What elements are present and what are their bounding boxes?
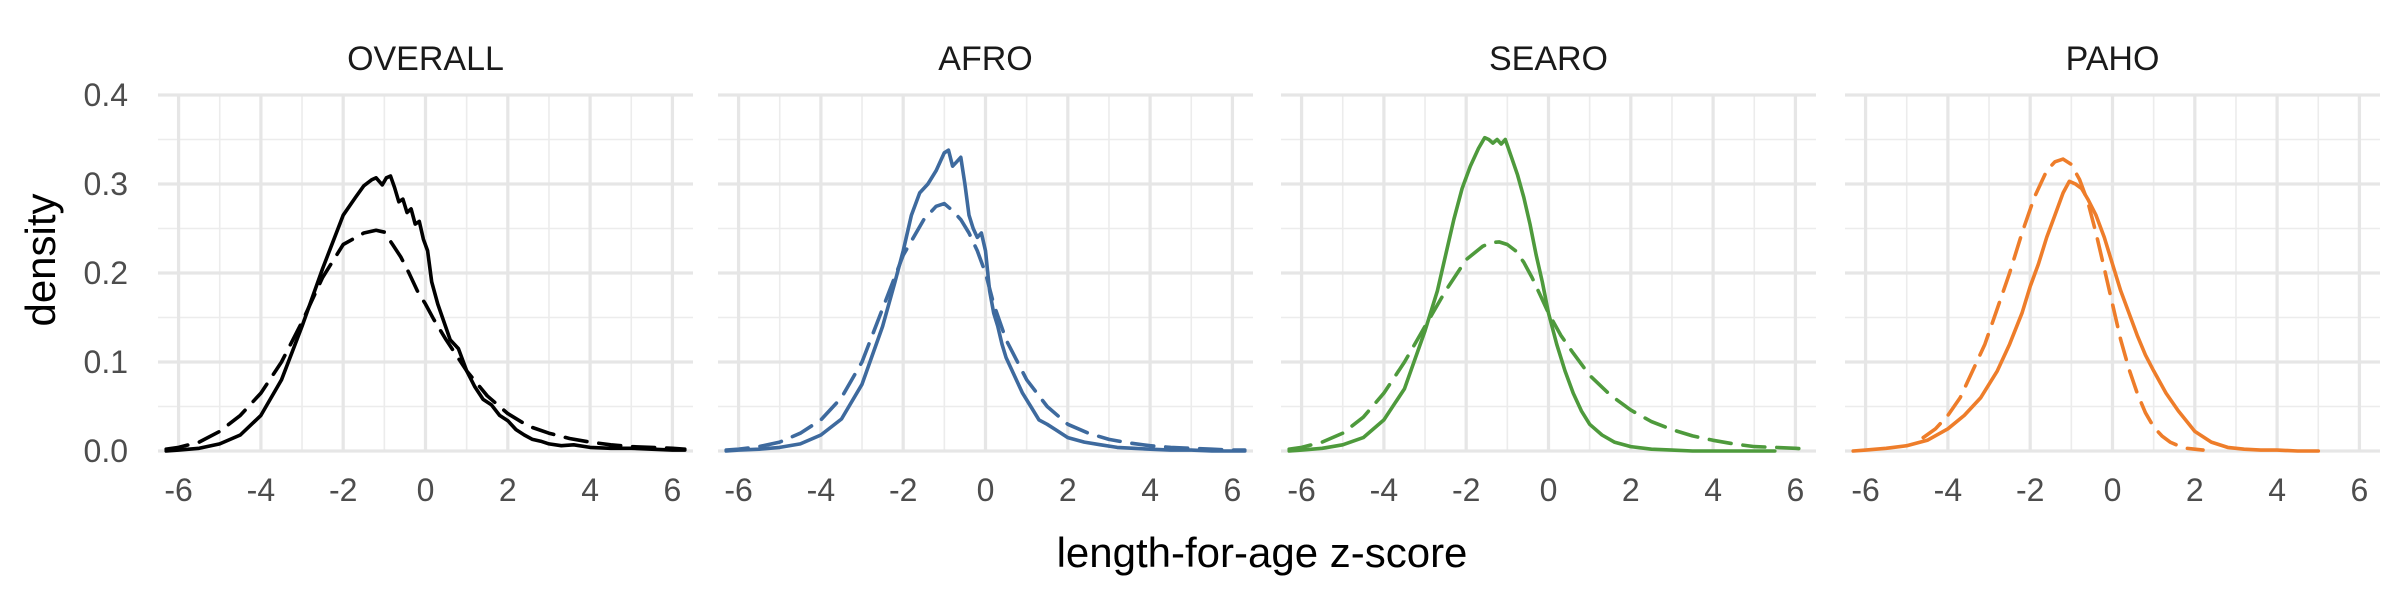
- x-tick-label: 4: [1704, 472, 1722, 508]
- x-tick-label: 2: [1622, 472, 1640, 508]
- panel-paho: PAHO -6 -4 -2 0 2 4 6: [1845, 40, 2380, 508]
- density-line-dashed: [724, 201, 1247, 452]
- density-line-dashed: [1921, 157, 2205, 452]
- x-tick-label: 2: [2186, 472, 2204, 508]
- x-tick-label: -4: [247, 472, 275, 508]
- x-tick-label: 6: [664, 472, 682, 508]
- x-tick-label: -6: [164, 472, 192, 508]
- y-tick-label: 0.3: [84, 166, 128, 202]
- y-tick-label: 0.0: [84, 433, 128, 469]
- x-tick-label: -4: [807, 472, 835, 508]
- x-tick-label: 2: [1059, 472, 1077, 508]
- density-line-solid: [164, 174, 687, 453]
- panel-title: SEARO: [1489, 40, 1608, 78]
- x-tick-label: -4: [1934, 472, 1962, 508]
- y-tick-label: 0.1: [84, 344, 128, 380]
- x-tick-label: 0: [977, 472, 995, 508]
- x-axis-title: length-for-age z-score: [1057, 529, 1468, 576]
- x-tick-label: -4: [1370, 472, 1398, 508]
- density-line-solid: [724, 148, 1247, 453]
- x-tick-label: -6: [1287, 472, 1315, 508]
- x-tick-label: 6: [1787, 472, 1805, 508]
- x-tick-label: 4: [2268, 472, 2286, 508]
- panel-title: OVERALL: [347, 40, 504, 78]
- y-tick-label: 0.2: [84, 255, 128, 291]
- panel-searo: SEARO -6 -4 -2 0 2 4 6: [1281, 40, 1816, 508]
- x-tick-label: 6: [1224, 472, 1242, 508]
- x-tick-label: 2: [499, 472, 517, 508]
- x-tick-label: -2: [329, 472, 357, 508]
- x-tick-label: 0: [2104, 472, 2122, 508]
- x-tick-label: -2: [889, 472, 917, 508]
- density-line-dashed: [164, 228, 687, 451]
- x-tick-label: -2: [1452, 472, 1480, 508]
- panel-title: PAHO: [2066, 40, 2160, 78]
- x-tick-label: 4: [581, 472, 599, 508]
- x-tick-label: 4: [1141, 472, 1159, 508]
- x-tick-label: -2: [2016, 472, 2044, 508]
- x-tick-label: -6: [724, 472, 752, 508]
- y-axis-title: density: [17, 193, 64, 326]
- density-line-solid: [1287, 135, 1777, 453]
- x-tick-label: 0: [417, 472, 435, 508]
- panel-overall: OVERALL -6 -4 -2 0 2 4 6 0.0 0.1 0.2 0.3 0.4: [84, 40, 693, 508]
- x-tick-label: 0: [1540, 472, 1558, 508]
- x-tick-label: 6: [2351, 472, 2369, 508]
- y-tick-label: 0.4: [84, 77, 128, 113]
- density-line-solid: [1851, 179, 2321, 453]
- panel-afro: AFRO -6 -4 -2 0 2 4 6: [718, 40, 1253, 508]
- density-line-dashed: [1287, 240, 1810, 451]
- panel-title: AFRO: [938, 40, 1032, 78]
- panels: OVERALL -6 -4 -2 0 2 4 6 0.0 0.1 0.2 0.3 0.4 AFRO -6 -4…: [84, 40, 2380, 508]
- x-tick-label: -6: [1851, 472, 1879, 508]
